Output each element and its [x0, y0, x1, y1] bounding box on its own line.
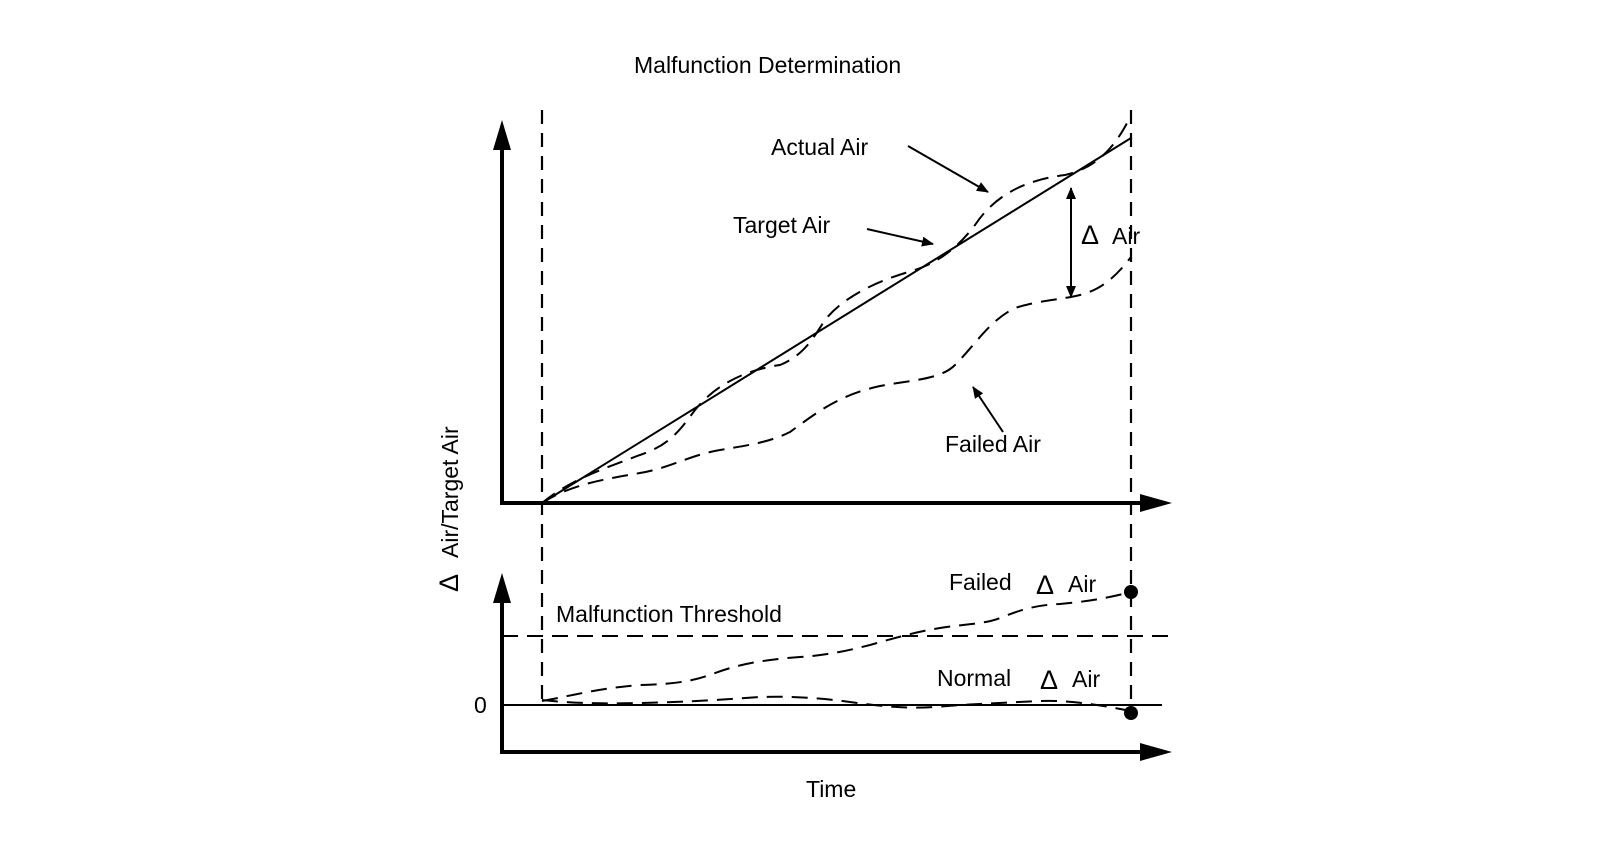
actual-air-label: Actual Air — [771, 134, 868, 160]
failed-air-pointer — [972, 386, 1004, 433]
actual-air-curve — [541, 114, 1132, 504]
x-axis-label: Time — [806, 776, 856, 802]
normal-delta-air-text: Air — [1072, 666, 1100, 692]
y-axis-label: Δ Air/Target Air — [434, 426, 464, 592]
zero-label: 0 — [474, 692, 487, 718]
actual-air-pointer — [907, 145, 989, 193]
failed-air-label: Failed Air — [945, 431, 1041, 457]
diagram-title: Malfunction Determination — [634, 52, 901, 78]
delta-icon: Δ — [1081, 220, 1099, 250]
normal-delta-icon: Δ — [1040, 665, 1058, 695]
lower-y-axis-arrowhead — [493, 573, 511, 603]
delta-air-label: Air — [1112, 223, 1140, 249]
normal-delta-air-endpoint — [1124, 706, 1138, 720]
threshold-label: Malfunction Threshold — [556, 601, 782, 627]
failed-delta-air-curve — [541, 591, 1132, 702]
failed-delta-air-text: Air — [1068, 571, 1096, 597]
normal-delta-air-curve — [541, 695, 1132, 712]
target-air-line — [541, 137, 1132, 504]
upper-y-axis-arrowhead — [493, 120, 511, 150]
target-air-label: Target Air — [733, 212, 830, 238]
failed-air-curve — [541, 256, 1132, 504]
upper-x-axis-arrowhead — [1140, 494, 1172, 512]
lower-x-axis-arrowhead — [1140, 743, 1172, 761]
failed-delta-icon: Δ — [1036, 570, 1054, 600]
failed-delta-label: Failed — [949, 569, 1012, 595]
y-axis-delta-icon: Δ — [434, 574, 464, 592]
failed-delta-air-endpoint — [1124, 585, 1138, 599]
y-axis-label-text: Air/Target Air — [437, 426, 463, 558]
target-air-pointer — [866, 228, 934, 247]
normal-delta-label: Normal — [937, 665, 1011, 691]
